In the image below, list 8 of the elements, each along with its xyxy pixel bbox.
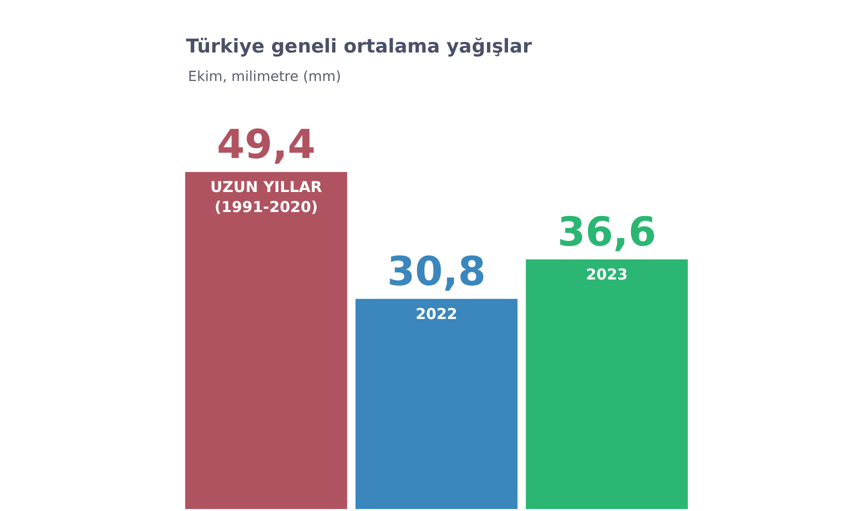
x-tick-label: 2022: [416, 304, 458, 323]
x-tick-label: UZUN YILLAR (1991-2020): [210, 178, 322, 216]
chart-subtitle: Ekim, milimetre (mm): [188, 69, 342, 85]
data-label: 49,4: [216, 122, 316, 168]
data-label: 30,8: [387, 248, 486, 295]
x-tick-label: 2023: [586, 265, 628, 284]
chart-title: Türkiye geneli ortalama yağışlar: [186, 36, 532, 58]
data-label: 36,6: [557, 209, 656, 256]
